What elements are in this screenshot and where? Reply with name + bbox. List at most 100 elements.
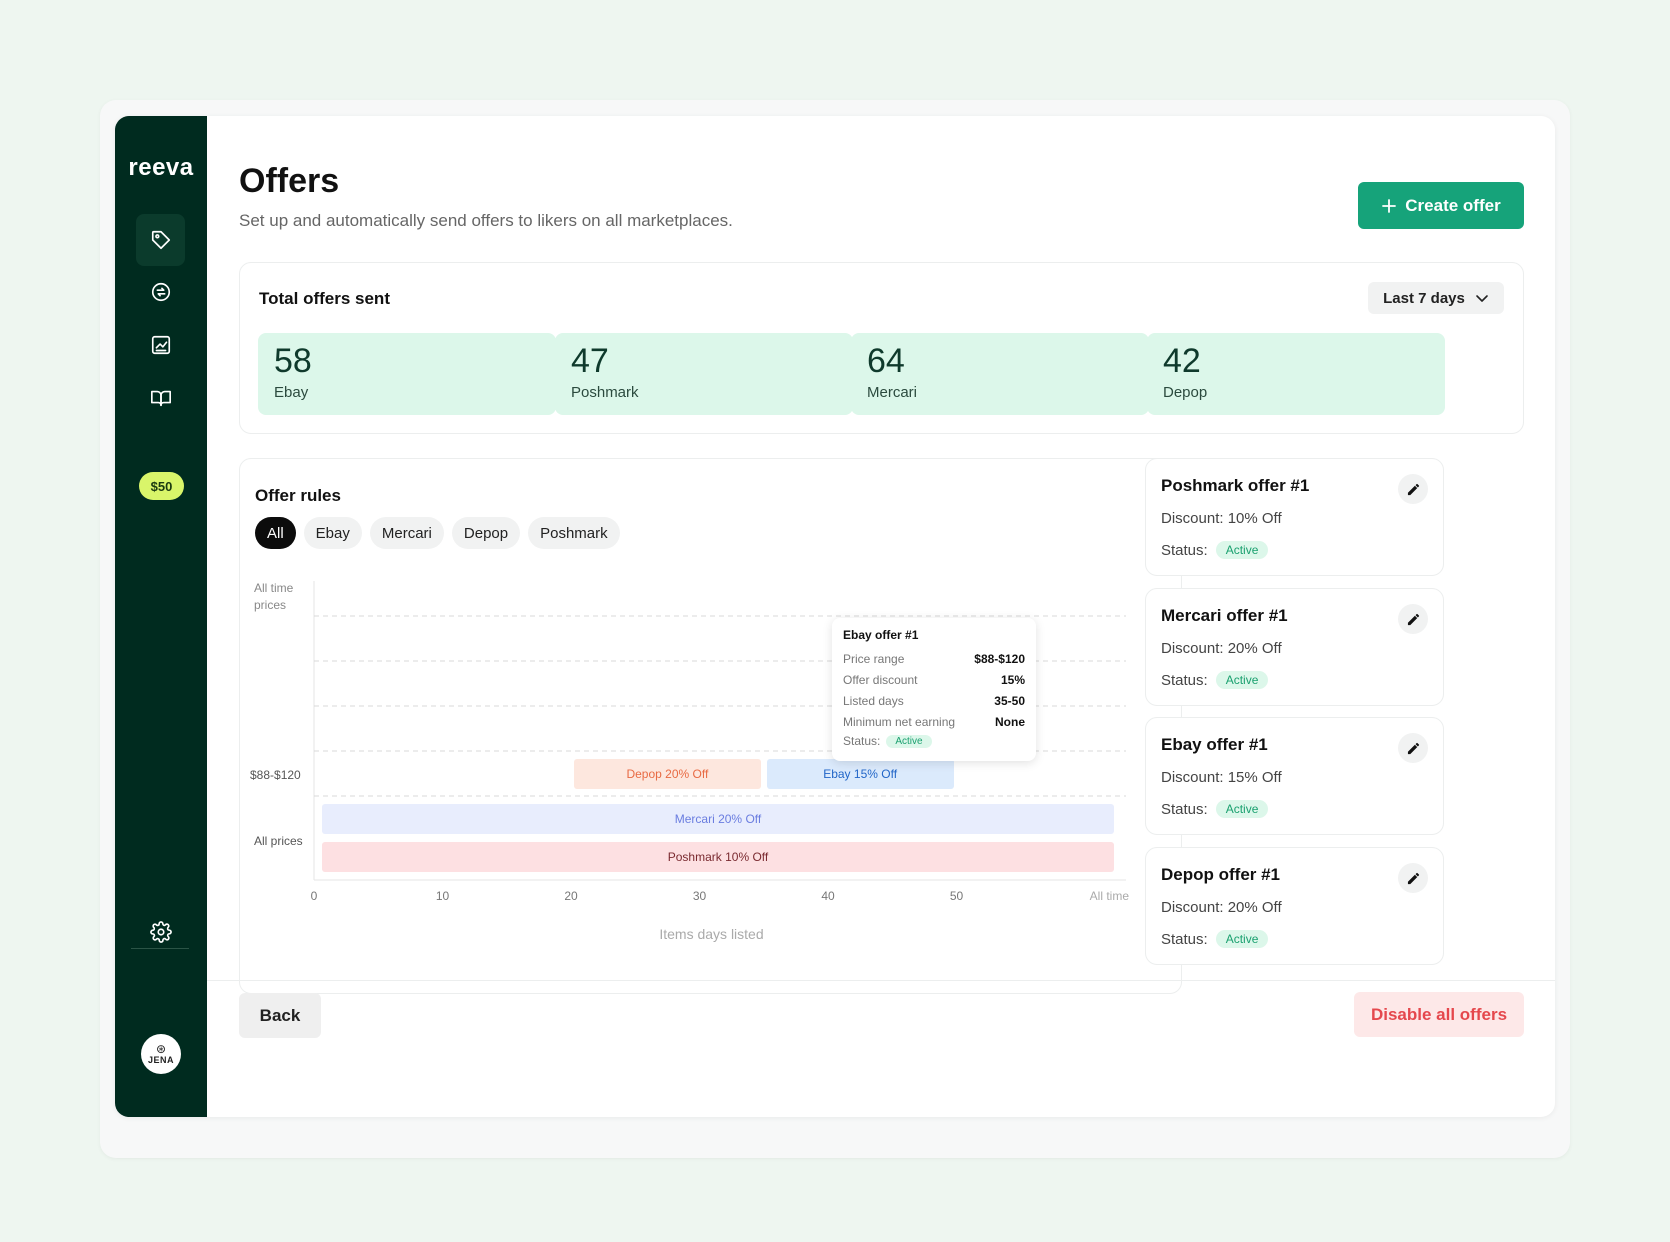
edit-offer-button[interactable] — [1398, 863, 1428, 893]
stat-value: 64 — [867, 342, 905, 380]
offer-status-label: Status: — [1161, 930, 1208, 948]
create-offer-button[interactable]: Create offer — [1358, 182, 1524, 229]
chart-bar[interactable]: Mercari 20% Off — [322, 804, 1114, 834]
offer-title: Depop offer #1 — [1161, 865, 1281, 884]
stat-value: 42 — [1163, 342, 1201, 380]
offer-card-mercari[interactable]: Mercari offer #1 Discount: 20% Off Statu… — [1145, 588, 1444, 706]
date-range-select[interactable]: Last 7 days — [1368, 282, 1504, 314]
sidebar: reeva $50 — [115, 116, 207, 1117]
tooltip-row-value: None — [995, 714, 1025, 729]
offer-card-poshmark[interactable]: Poshmark offer #1 Discount: 10% Off Stat… — [1145, 458, 1444, 576]
filter-tabs: All Ebay Mercari Depop Poshmark — [255, 517, 620, 549]
status-badge: Active — [1215, 541, 1269, 559]
pencil-icon — [1407, 483, 1419, 495]
offer-title: Mercari offer #1 — [1161, 606, 1288, 625]
user-avatar[interactable]: ⊛ JENA — [141, 1034, 181, 1074]
edit-offer-button[interactable] — [1398, 733, 1428, 763]
nav-guides[interactable] — [136, 372, 185, 424]
x-tick-label: 30 — [692, 889, 707, 903]
offer-discount: Discount: 10% Off — [1161, 510, 1282, 527]
offer-title: Poshmark offer #1 — [1161, 476, 1310, 495]
tooltip-row-value: 15% — [1000, 672, 1025, 687]
stat-value: 58 — [274, 342, 312, 380]
offer-status-label: Status: — [1161, 800, 1208, 818]
create-offer-label: Create offer — [1405, 195, 1501, 215]
tab-depop[interactable]: Depop — [451, 517, 521, 549]
pencil-icon — [1407, 742, 1419, 754]
chart-bar[interactable]: Depop 20% Off — [574, 759, 761, 789]
x-tick-label: 40 — [821, 889, 835, 903]
chart-bar[interactable]: Ebay 15% Off — [766, 759, 954, 789]
x-tick-label: 0 — [310, 889, 318, 903]
tab-all[interactable]: All — [255, 517, 296, 549]
credit-badge[interactable]: $50 — [139, 472, 184, 500]
app-window: reeva $50 — [115, 116, 1555, 1117]
total-offers-card: Total offers sent Last 7 days 58 Ebay 47… — [239, 262, 1524, 434]
chart-bar[interactable]: Poshmark 10% Off — [322, 842, 1114, 872]
offer-card-ebay[interactable]: Ebay offer #1 Discount: 15% Off Status: … — [1145, 717, 1444, 835]
tooltip-row: Offer discount 15% — [843, 669, 1025, 690]
tooltip-title: Ebay offer #1 — [843, 628, 919, 642]
tooltip-row: Price range $88-$120 — [843, 648, 1025, 669]
nav-offers[interactable] — [136, 214, 185, 266]
stat-depop: 42 Depop — [1147, 333, 1445, 415]
tooltip-row-label: Offer discount — [843, 672, 918, 687]
edit-offer-button[interactable] — [1398, 604, 1428, 634]
offer-status: Status: Active — [1161, 800, 1269, 818]
logo: reeva — [128, 154, 194, 181]
edit-offer-button[interactable] — [1398, 474, 1428, 504]
chevron-down-icon — [1476, 295, 1488, 302]
x-tick-label: 10 — [435, 889, 450, 903]
nav-settings[interactable] — [136, 906, 185, 958]
x-tick-label: 20 — [564, 889, 578, 903]
pencil-icon — [1407, 872, 1419, 884]
y-label-all-prices: All prices — [254, 834, 303, 848]
footer-divider — [207, 980, 1555, 981]
offer-status: Status: Active — [1161, 930, 1269, 948]
chart-icon — [151, 335, 170, 355]
offer-status-label: Status: — [1161, 671, 1208, 689]
plus-icon — [1382, 198, 1397, 213]
offer-discount: Discount: 15% Off — [1161, 769, 1282, 786]
page-title: Offers — [239, 162, 340, 200]
total-offers-title: Total offers sent — [259, 289, 390, 308]
status-badge: Active — [886, 734, 932, 748]
tooltip-row-value: 35-50 — [994, 693, 1025, 708]
avatar-name: JENA — [147, 1055, 174, 1065]
date-range-value: Last 7 days — [1383, 289, 1465, 307]
gear-icon — [149, 921, 172, 943]
avatar-logo-icon: ⊛ — [155, 1042, 167, 1056]
tag-icon — [151, 230, 170, 250]
x-tick-label: 50 — [949, 889, 964, 903]
stat-label: Poshmark — [571, 384, 639, 401]
tooltip-row-label: Minimum net earning — [843, 714, 956, 729]
offer-card-depop[interactable]: Depop offer #1 Discount: 20% Off Status:… — [1145, 847, 1444, 965]
tooltip-status: Status: Active — [843, 734, 1025, 748]
page-subtitle: Set up and automatically send offers to … — [239, 211, 733, 230]
x-tick-label: All time — [1089, 889, 1129, 903]
tooltip-row-value: $88-$120 — [974, 651, 1025, 666]
tooltip-row: Listed days 35-50 — [843, 690, 1025, 711]
tooltip-row-label: Price range — [843, 651, 905, 666]
offer-discount: Discount: 20% Off — [1161, 640, 1282, 657]
tooltip-row-label: Listed days — [843, 693, 904, 708]
stat-label: Ebay — [274, 384, 309, 401]
back-button[interactable]: Back — [239, 993, 321, 1038]
offer-discount: Discount: 20% Off — [1161, 899, 1282, 916]
stat-value: 47 — [571, 342, 609, 380]
disable-all-offers-button[interactable]: Disable all offers — [1354, 992, 1524, 1037]
nav-relist[interactable] — [136, 266, 185, 318]
stat-ebay: 58 Ebay — [258, 333, 556, 415]
sidebar-divider — [131, 948, 189, 949]
stat-mercari: 64 Mercari — [851, 333, 1149, 415]
tab-mercari[interactable]: Mercari — [369, 517, 444, 549]
offer-title: Ebay offer #1 — [1161, 735, 1268, 754]
tooltip-status-label: Status: — [843, 734, 881, 748]
y-label-price-range: $88-$120 — [250, 768, 301, 782]
tab-poshmark[interactable]: Poshmark — [528, 517, 620, 549]
tab-ebay[interactable]: Ebay — [303, 517, 362, 549]
offer-rules-title: Offer rules — [255, 486, 341, 505]
nav-analytics[interactable] — [136, 319, 185, 371]
pencil-icon — [1407, 613, 1419, 625]
offer-status-label: Status: — [1161, 541, 1208, 559]
